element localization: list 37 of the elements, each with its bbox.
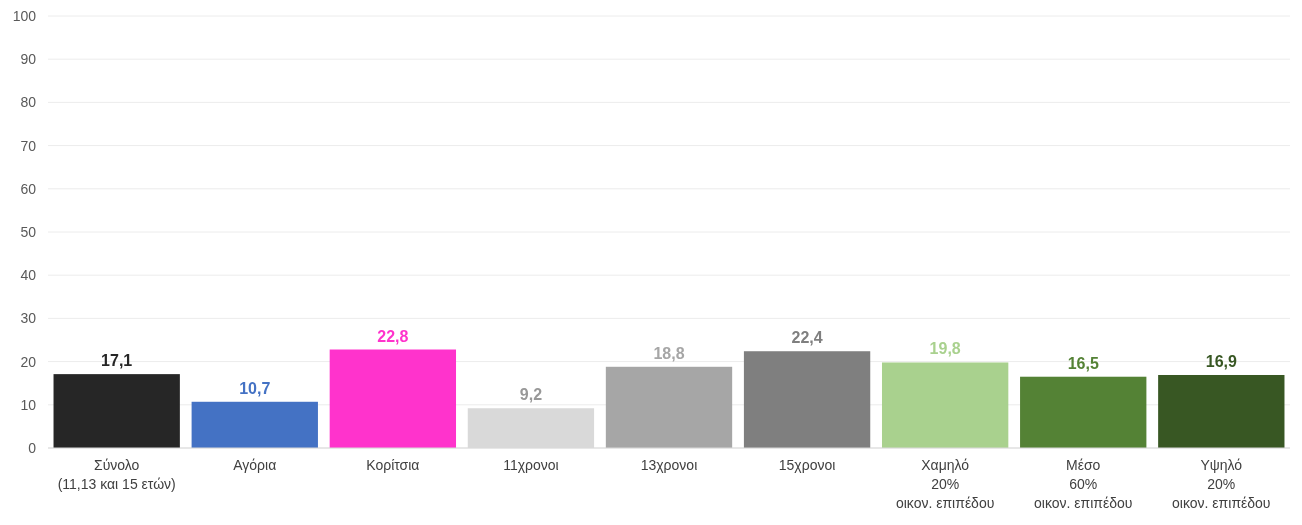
y-tick-label: 50 <box>20 223 37 240</box>
data-label: 22,8 <box>377 327 409 345</box>
y-tick-label: 0 <box>28 439 37 456</box>
data-label: 18,8 <box>653 344 685 362</box>
bar <box>881 362 1009 448</box>
x-tick-label: 11χρονοι <box>503 457 559 473</box>
x-tick-label: 15χρονοι <box>778 457 836 473</box>
y-tick-label: 80 <box>20 94 37 111</box>
bar <box>605 366 733 448</box>
bar <box>53 374 180 448</box>
y-tick-label: 30 <box>20 310 37 327</box>
data-label: 16,9 <box>1205 352 1237 370</box>
bar <box>1158 374 1285 448</box>
bar <box>1020 376 1147 448</box>
y-tick-label: 70 <box>20 137 37 154</box>
x-tick-label: Χαμηλό 20% οικον. επιπέδου <box>895 457 995 511</box>
x-tick-label: Υψηλό 20% οικον. επιπέδου <box>1172 457 1271 511</box>
data-label: 16,5 <box>1067 354 1099 372</box>
x-tick-label: Σύνολο (11,13 και 15 ετών) <box>57 457 176 492</box>
data-label: 17,1 <box>101 352 133 370</box>
data-label: 19,8 <box>929 340 961 358</box>
y-tick-label: 100 <box>12 7 37 24</box>
y-tick-label: 40 <box>20 267 37 284</box>
y-tick-label: 20 <box>20 353 37 370</box>
bar <box>329 349 457 448</box>
data-label: 9,2 <box>519 386 543 404</box>
data-label: 10,7 <box>239 379 271 397</box>
bar <box>191 401 318 448</box>
x-tick-label: Κορίτσια <box>366 457 420 473</box>
y-tick-label: 60 <box>20 180 37 197</box>
data-label: 22,4 <box>791 329 823 347</box>
x-tick-label: Αγόρια <box>233 457 277 473</box>
x-tick-label: Μέσο 60% οικον. επιπέδου <box>1034 457 1133 511</box>
bar <box>743 351 871 448</box>
x-tick-label: 13χρονοι <box>640 457 698 473</box>
y-tick-label: 10 <box>20 396 37 413</box>
y-tick-label: 90 <box>20 51 37 68</box>
